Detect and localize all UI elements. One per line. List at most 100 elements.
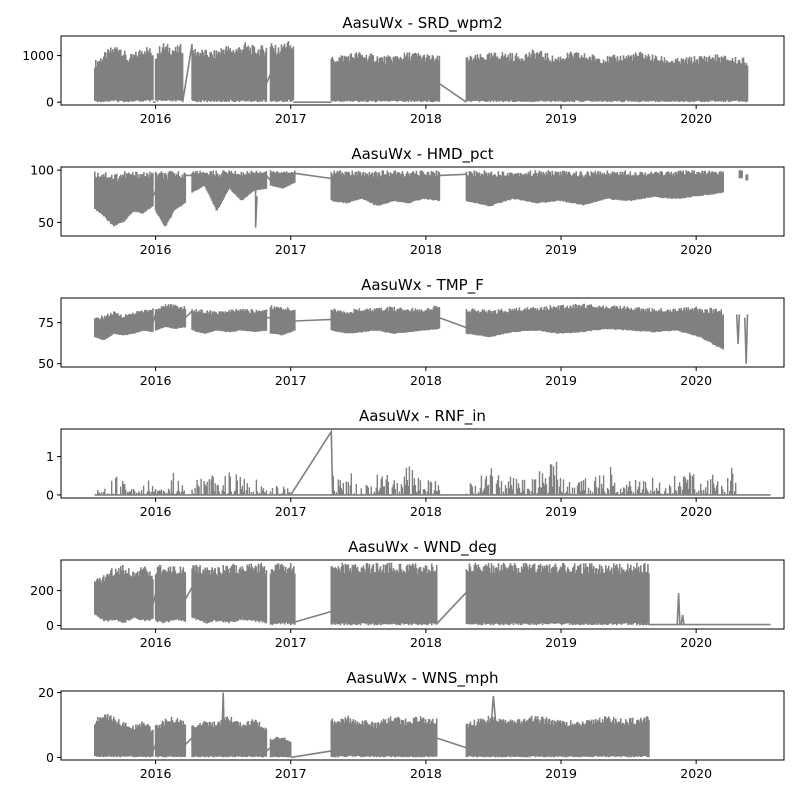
y-tick-label: 0 <box>46 750 54 765</box>
series-1-segment-5 <box>330 715 438 758</box>
series-1-segment-11 <box>265 747 271 752</box>
series-1-segment-13 <box>294 172 332 180</box>
series-1-segment-9 <box>152 744 157 752</box>
axes-frame <box>60 166 785 237</box>
x-tick-label: 2020 <box>680 635 712 650</box>
series-1-segment-9 <box>265 73 272 84</box>
series-1-segment-9 <box>152 314 157 323</box>
subplot-title: AasuWx - RNF_in <box>359 407 486 426</box>
series-1-segment-6 <box>465 170 724 207</box>
x-tick-label: 2017 <box>275 242 307 257</box>
series-1-segment-12 <box>265 174 272 182</box>
series-1-segment-13 <box>436 737 467 749</box>
x-tick-label: 2016 <box>140 111 172 126</box>
series-1-segment-7 <box>735 314 741 345</box>
subplot-title: AasuWx - TMP_F <box>361 276 484 295</box>
x-tick-label: 2016 <box>140 766 172 781</box>
x-tick-label: 2019 <box>545 111 577 126</box>
subplot-title: AasuWx - SRD_wpm2 <box>342 14 502 33</box>
series-1-segment-11 <box>438 82 467 103</box>
x-tick-label: 2020 <box>680 373 712 388</box>
subplot-6: AasuWx - WNS_mph 2016 2017 2018 2019 2020 0 20 <box>38 669 785 781</box>
series-1-segment-10 <box>184 737 193 746</box>
series-1-segment-8 <box>181 43 193 103</box>
x-tick-label: 2019 <box>545 242 577 257</box>
series-1-segment-10 <box>152 593 157 605</box>
x-tick-label: 2019 <box>545 373 577 388</box>
x-tick-label: 2017 <box>275 373 307 388</box>
y-tick-label: 1 <box>46 449 54 464</box>
axes-frame <box>60 35 785 106</box>
x-tick-label: 2019 <box>545 766 577 781</box>
series-1-segment-1 <box>94 47 154 103</box>
y-tick-label: 0 <box>46 95 54 110</box>
plot-area <box>94 429 771 496</box>
x-tick-label: 2018 <box>410 111 442 126</box>
series-1-segment-4 <box>269 562 296 626</box>
series-1-segment-3 <box>191 716 268 758</box>
series-1-segment-1 <box>94 308 154 340</box>
x-tick-label: 2016 <box>140 373 172 388</box>
axes-frame <box>60 428 785 499</box>
series-1-segment-8 <box>745 174 749 181</box>
series-1-segment-12 <box>294 318 332 322</box>
series-1-segment-8 <box>676 593 681 625</box>
series-1-segment-9 <box>254 180 258 228</box>
plot-area <box>94 303 749 364</box>
series-1-segment-4 <box>269 305 296 336</box>
series-1-segment-10 <box>152 190 157 197</box>
series-1-segment-5 <box>330 52 441 103</box>
series-1-segment-9 <box>680 614 685 625</box>
axes-frame <box>60 297 785 368</box>
series-1-segment-10 <box>184 310 193 319</box>
x-tick-label: 2018 <box>410 373 442 388</box>
series-1-segment-8 <box>290 429 334 496</box>
y-tick-label: 1000 <box>22 48 54 63</box>
x-tick-label: 2020 <box>680 242 712 257</box>
y-tick-label: 75 <box>38 315 54 330</box>
subplot-2: AasuWx - HMD_pct 2016 2017 2018 2019 2020 50 10… <box>30 145 785 257</box>
y-tick-label: 0 <box>46 487 54 502</box>
x-tick-label: 2019 <box>545 504 577 519</box>
x-tick-label: 2017 <box>275 635 307 650</box>
x-tick-label: 2017 <box>275 766 307 781</box>
plot-area <box>94 692 650 759</box>
subplot-5: AasuWx - WND_deg 2016 2017 2018 2019 2020 0 200 <box>30 538 785 650</box>
plot-area <box>94 170 749 228</box>
series-1-segment-3 <box>191 562 268 624</box>
subplot-4: AasuWx - RNF_in 2016 2017 2018 2019 2020 0 1 <box>46 407 785 519</box>
axes-frame <box>60 559 785 630</box>
series-1-segment-3 <box>191 42 268 103</box>
series-1-segment-2 <box>154 716 187 758</box>
y-tick-label: 0 <box>46 618 54 633</box>
series-1-segment-12 <box>290 750 332 759</box>
series-1-segment-3 <box>191 170 268 211</box>
x-tick-label: 2020 <box>680 766 712 781</box>
x-tick-label: 2016 <box>140 242 172 257</box>
y-tick-label: 20 <box>38 685 54 700</box>
x-tick-label: 2020 <box>680 111 712 126</box>
series-1-segment-13 <box>439 316 467 329</box>
subplot-1: AasuWx - SRD_wpm2 2016 2017 2018 2019 2020 0 10… <box>22 14 785 126</box>
series-1-segment-6 <box>465 715 650 758</box>
series-1-segment-7 <box>221 692 226 748</box>
series-1-segment-14 <box>439 173 467 177</box>
series-1-segment-6 <box>465 49 749 103</box>
y-tick-label: 50 <box>38 356 54 371</box>
x-tick-label: 2019 <box>545 635 577 650</box>
plot-area <box>94 562 771 626</box>
series-1-segment-13 <box>436 591 467 625</box>
x-tick-label: 2016 <box>140 635 172 650</box>
series-1-segment-2 <box>154 472 185 495</box>
series-1-segment-2 <box>154 43 184 102</box>
series-1-segment-11 <box>184 586 193 600</box>
x-tick-label: 2018 <box>410 242 442 257</box>
series-1-segment-4 <box>269 41 295 103</box>
series-1-segment-2 <box>154 304 187 331</box>
series-1-segment-3 <box>191 308 268 334</box>
series-1-segment-2 <box>154 564 187 624</box>
series-1-segment-6 <box>465 562 650 626</box>
series-1-segment-1 <box>94 171 154 227</box>
